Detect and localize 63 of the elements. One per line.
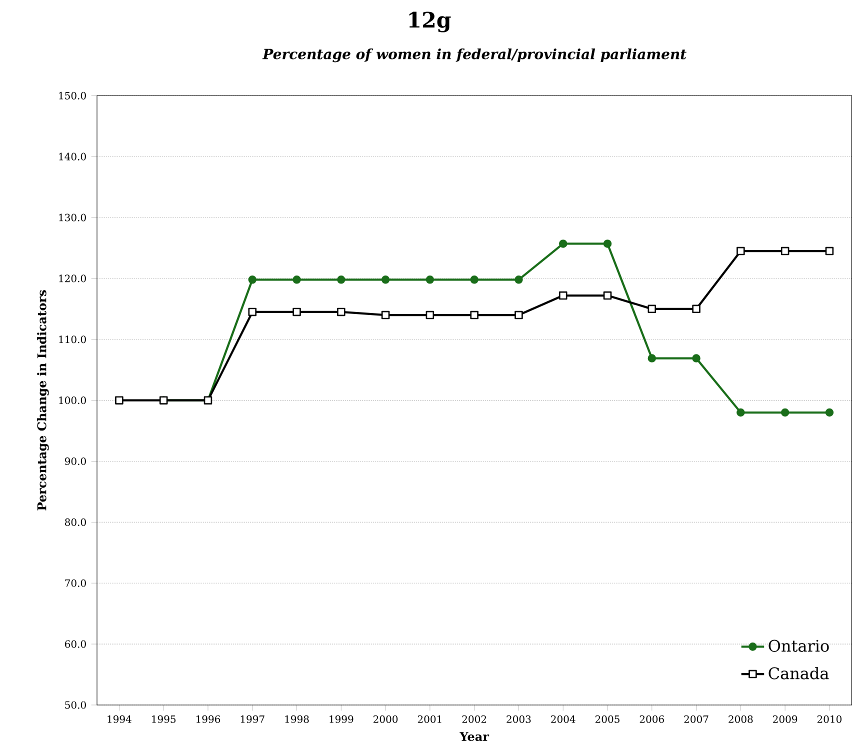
point	[248, 276, 257, 284]
point	[470, 276, 478, 284]
y-tick-label: 90.0	[64, 457, 86, 466]
x-tick-label: 2003	[506, 715, 531, 723]
y-tick-label: 150.0	[59, 92, 86, 100]
x-tick-label: 2010	[817, 715, 842, 723]
legend-label: Ontario	[768, 640, 829, 652]
y-tick-label: 110.0	[59, 336, 86, 344]
x-tick-label: 2002	[462, 715, 486, 723]
x-tick-label: 2005	[595, 715, 620, 723]
y-tick-label: 80.0	[65, 518, 86, 526]
point	[648, 304, 656, 314]
x-tick-label: 1999	[330, 715, 354, 723]
point	[558, 291, 568, 300]
point	[825, 408, 834, 417]
point	[292, 308, 301, 316]
x-tick-label: 2006	[640, 715, 664, 723]
x-tick-label: 2009	[773, 715, 798, 723]
point	[825, 246, 834, 256]
y-tick-label: 70.0	[65, 579, 86, 587]
x-axis-title: Year	[460, 732, 490, 742]
y-tick-label: 50.0	[65, 701, 86, 709]
point	[381, 310, 390, 320]
x-tick-label: 1996	[196, 715, 220, 723]
y-axis-title: Percentage Change in Indicators	[37, 290, 49, 510]
point	[603, 291, 612, 300]
x-tick-label: 1998	[285, 715, 309, 723]
y-tick-label: 120.0	[59, 274, 86, 282]
legend-label: Canada	[768, 666, 829, 680]
y-tick-label: 130.0	[59, 214, 86, 222]
y-tick-label: 60.0	[65, 640, 86, 648]
x-tick-label: 1995	[152, 715, 176, 723]
point	[115, 396, 124, 404]
x-tick-label: 2001	[418, 715, 442, 723]
chart-title: 12g	[409, 12, 451, 32]
point	[736, 246, 745, 256]
point	[692, 304, 700, 314]
point	[248, 308, 257, 316]
point	[426, 276, 434, 284]
point	[603, 240, 612, 248]
y-tick-label: 100.0	[59, 396, 86, 404]
x-tick-label: 2004	[551, 715, 576, 723]
point	[337, 308, 346, 316]
point	[736, 408, 745, 417]
point	[381, 276, 390, 284]
y-tick-label: 140.0	[59, 152, 86, 160]
point	[292, 276, 301, 284]
point	[426, 310, 434, 320]
point	[780, 246, 790, 256]
point	[337, 276, 346, 284]
x-tick-label: 1997	[240, 715, 264, 723]
point	[514, 310, 523, 320]
x-tick-label: 2007	[684, 715, 708, 723]
point	[514, 276, 523, 284]
point	[558, 240, 568, 248]
x-tick-label: 2000	[373, 715, 398, 723]
x-tick-label: 1994	[108, 715, 132, 723]
point	[780, 408, 790, 417]
chart-subtitle: Percentage of women in federal/provincial parliament	[262, 48, 686, 62]
x-tick-label: 2008	[728, 715, 753, 723]
point	[692, 354, 700, 362]
point	[648, 354, 656, 362]
point	[470, 310, 478, 320]
